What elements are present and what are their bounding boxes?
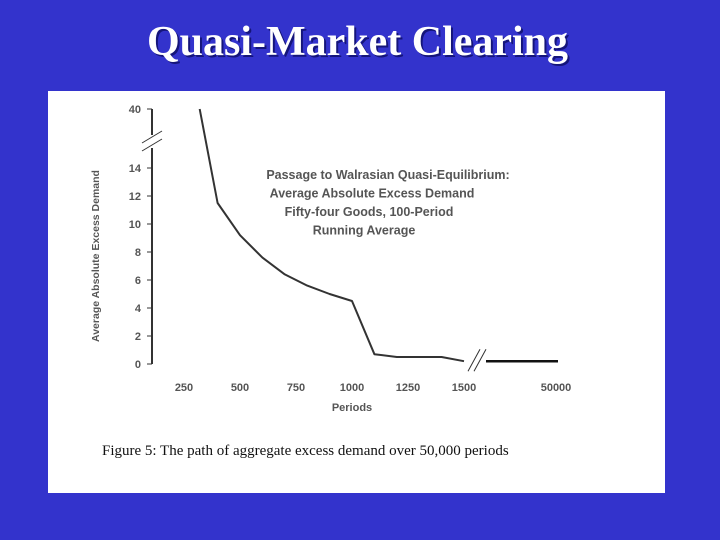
y-tick-label: 2 [135, 331, 141, 343]
x-axis-break-mark [473, 348, 487, 372]
y-tick-label: 8 [135, 247, 141, 259]
x-tick-label: 1250 [396, 382, 420, 394]
excess-demand-chart: 0 2 4 6 8 10 12 14 40 250 500 750 1000 1250 1500 50000… [90, 104, 571, 414]
y-axis-break-mark [141, 130, 163, 144]
x-tick-label: 1000 [340, 382, 364, 394]
chart-title-line: Average Absolute Excess Demand [270, 187, 475, 201]
y-tick-label: 12 [129, 191, 141, 203]
x-axis-label: Periods [332, 402, 372, 414]
y-axis-break-mark [141, 138, 163, 152]
chart-axes [141, 109, 163, 364]
y-axis-label: Average Absolute Excess Demand [90, 170, 102, 342]
x-tick-label: 50000 [541, 382, 572, 394]
y-tick-label: 0 [135, 359, 141, 371]
x-tick-label: 1500 [452, 382, 476, 394]
y-tick-label: 6 [135, 275, 141, 287]
series-line [198, 108, 465, 363]
y-tick-label: 40 [129, 104, 141, 116]
chart-title-line: Passage to Walrasian Quasi-Equilibrium: [266, 168, 509, 182]
chart-title-line: Running Average [313, 224, 416, 238]
slide-title: Quasi-Market Clearing [146, 19, 569, 65]
x-tick-label: 750 [287, 382, 305, 394]
y-tick-label: 14 [129, 163, 142, 175]
figure-caption: Figure 5: The path of aggregate excess d… [102, 443, 509, 459]
series-group [198, 108, 558, 372]
y-tick-label: 10 [129, 219, 141, 231]
x-tick-group: 250 500 750 1000 1250 1500 50000 [175, 382, 571, 394]
x-tick-label: 500 [231, 382, 249, 394]
chart-title: Passage to Walrasian Quasi-Equilibrium: A… [266, 168, 509, 238]
x-tick-label: 250 [175, 382, 193, 394]
figure-panel: 0 2 4 6 8 10 12 14 40 250 500 750 1000 1250 1500 50000… [48, 91, 665, 493]
x-axis-break-mark [467, 348, 481, 372]
chart-title-line: Fifty-four Goods, 100-Period [285, 205, 454, 219]
y-tick-label: 4 [135, 303, 142, 315]
y-tick-group: 0 2 4 6 8 10 12 14 40 [129, 104, 152, 371]
